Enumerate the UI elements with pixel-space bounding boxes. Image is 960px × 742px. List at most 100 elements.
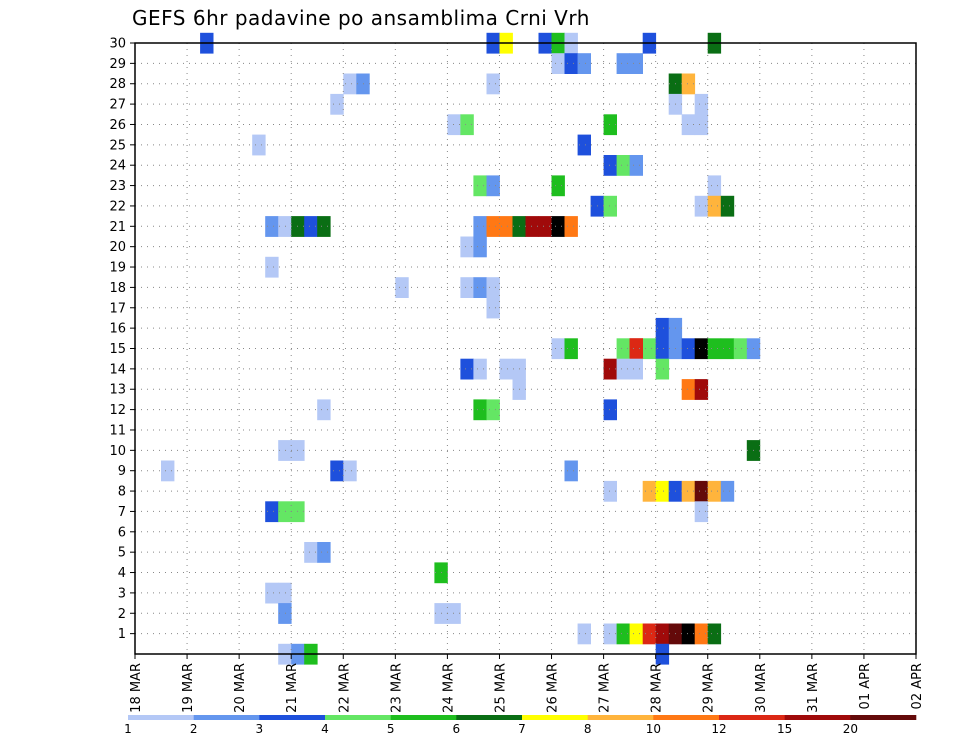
heatmap-cell: [499, 216, 513, 237]
colorbar-label: 2: [190, 722, 198, 736]
colorbar-swatch: [850, 715, 917, 720]
heatmap-cell: [603, 114, 617, 136]
y-tick-label: 13: [109, 383, 126, 398]
heatmap-cell: [616, 623, 630, 645]
x-tick-label: 20 MAR: [233, 663, 248, 713]
colorbar-label: 6: [453, 722, 461, 736]
x-tick-label: 24 MAR: [441, 663, 456, 713]
heatmap-cell: [447, 603, 461, 624]
heatmap-cell: [525, 216, 539, 237]
y-tick-label: 29: [109, 57, 126, 72]
colorbar-label: 1: [124, 722, 132, 736]
heatmap-cell: [681, 73, 696, 95]
heatmap-cell: [486, 175, 500, 197]
y-tick-label: 27: [109, 98, 126, 113]
heatmap-cell: [460, 358, 474, 380]
heatmap-cell: [473, 236, 487, 258]
heatmap-cell: [278, 216, 292, 237]
heatmap-cell: [642, 480, 657, 502]
heatmap-cell: [629, 623, 643, 645]
heatmap-cell: [720, 338, 735, 360]
heatmap-cell: [616, 358, 630, 380]
x-tick-label: 30 MAR: [754, 663, 769, 713]
heatmap-cell: [603, 195, 617, 217]
x-tick-label: 23 MAR: [389, 663, 404, 713]
heatmap-cell: [707, 480, 722, 502]
heatmap-cell: [694, 338, 709, 360]
heatmap-cell: [564, 338, 578, 360]
colorbar-swatch: [259, 715, 326, 720]
y-tick-label: 8: [118, 485, 126, 500]
chart-title: GEFS 6hr padavine po ansamblima Crni Vrh: [132, 6, 590, 30]
colorbar-label: 12: [711, 722, 726, 736]
heatmap-cell: [343, 460, 357, 482]
y-tick-label: 15: [109, 342, 126, 357]
heatmap-cell: [499, 358, 513, 380]
heatmap-cell: [577, 623, 591, 645]
colorbar-swatch: [587, 715, 654, 720]
heatmap-cell: [707, 623, 722, 645]
heatmap-cell: [304, 542, 318, 563]
y-tick-label: 21: [109, 220, 126, 235]
heatmap-cell: [330, 460, 344, 482]
heatmap-cell: [681, 338, 696, 360]
heatmap-cell: [655, 338, 670, 360]
heatmap-cell: [486, 399, 500, 421]
y-tick-label: 2: [118, 607, 126, 622]
colorbar-label: 5: [387, 722, 395, 736]
heatmap-cell: [304, 216, 318, 237]
x-tick-label: 26 MAR: [546, 663, 561, 713]
y-tick-label: 26: [109, 118, 126, 133]
heatmap-cell: [603, 399, 617, 421]
colorbar-swatch: [128, 715, 194, 720]
heatmap-cell: [603, 155, 617, 176]
heatmap-cell: [720, 195, 735, 217]
colorbar-swatch: [325, 715, 391, 720]
heatmap-cell: [655, 358, 670, 380]
heatmap-cell: [564, 216, 578, 237]
x-tick-label: 19 MAR: [181, 663, 196, 713]
heatmap-cell: [486, 277, 500, 298]
heatmap-cell: [694, 93, 709, 115]
heatmap-cell: [317, 216, 331, 237]
heatmap-cell: [603, 480, 617, 502]
y-tick-label: 18: [109, 281, 126, 296]
x-tick-label: 28 MAR: [650, 663, 665, 713]
heatmap-cell: [265, 582, 279, 604]
heatmap-cells: [161, 32, 761, 665]
colorbar: 1 2 3 4 5 6 7 8 10 12 15 20: [124, 715, 917, 736]
x-tick-label: 18 MAR: [129, 663, 144, 713]
heatmap-cell: [538, 216, 552, 237]
heatmap-cell: [616, 155, 630, 176]
heatmap-cell: [642, 623, 657, 645]
heatmap-cell: [681, 379, 696, 400]
colorbar-label: 8: [584, 722, 592, 736]
y-tick-label: 17: [109, 301, 126, 316]
heatmap-cell: [564, 53, 578, 74]
y-tick-label: 28: [109, 77, 126, 92]
x-tick-label: 25 MAR: [493, 663, 508, 713]
x-tick-label: 22 MAR: [337, 663, 352, 713]
heatmap-cell: [616, 338, 630, 360]
x-tick-label: 27 MAR: [598, 663, 613, 713]
heatmap-cell: [642, 338, 657, 360]
colorbar-label: 20: [843, 722, 858, 736]
x-tick-label: 02 APR: [910, 663, 925, 709]
colorbar-swatch: [784, 715, 851, 720]
heatmap-cell: [551, 175, 565, 197]
heatmap-cell: [278, 501, 292, 523]
heatmap-cell: [161, 460, 175, 482]
heatmap-cell: [681, 480, 696, 502]
y-tick-label: 4: [118, 566, 126, 581]
heatmap-cell: [278, 582, 292, 604]
y-tick-label: 5: [118, 546, 126, 561]
heatmap-cell: [265, 216, 279, 237]
colorbar-label: 7: [518, 722, 526, 736]
y-tick-label: 7: [118, 505, 126, 520]
heatmap-cell: [252, 134, 266, 156]
heatmap-cell: [486, 216, 500, 237]
y-axis: 1234567891011121314151617181920212223242…: [109, 37, 135, 642]
y-tick-label: 24: [109, 159, 126, 174]
heatmap-cell: [343, 73, 357, 95]
